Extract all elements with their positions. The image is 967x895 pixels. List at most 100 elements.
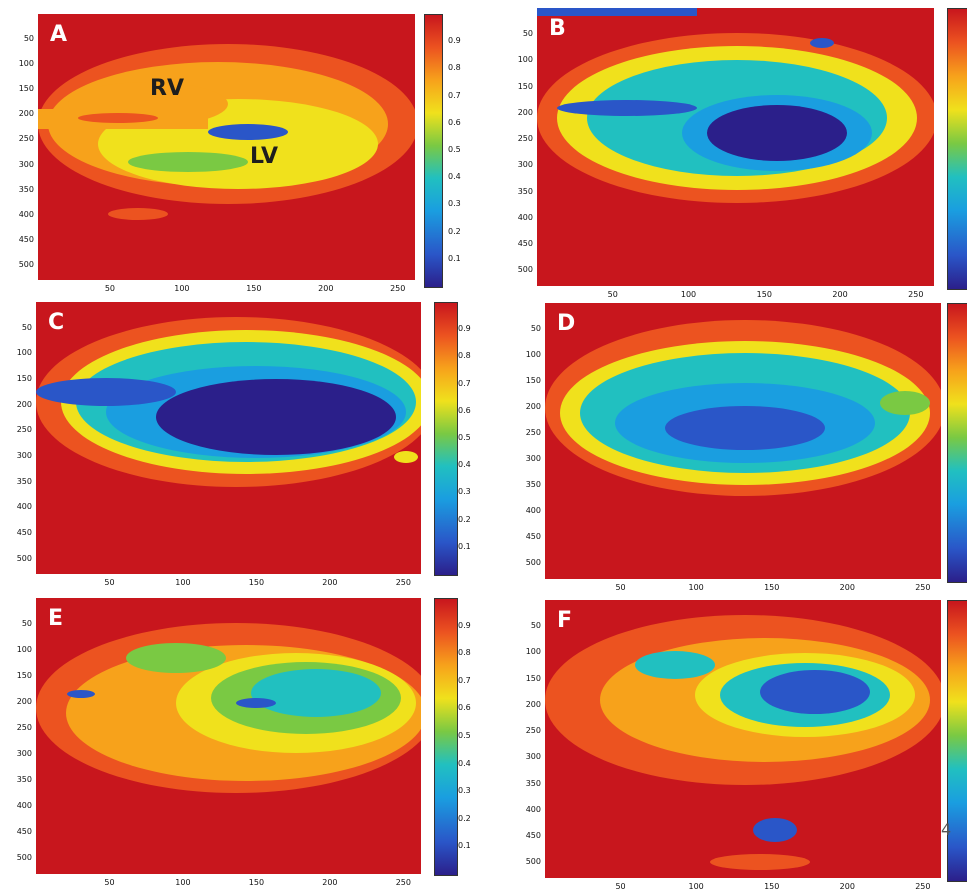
x-tick-label: 250 [915,882,931,891]
y-tick-label: 350 [525,480,541,490]
colorbar-b [947,8,967,290]
y-tick-label: 450 [16,827,32,837]
x-tick-label: 250 [395,878,411,887]
x-tick-label: 150 [764,882,780,891]
colorbar-e [434,598,458,876]
stray-label: 4 [941,820,952,839]
y-tick-label: 300 [525,454,541,464]
colorbar-tick-label: 0.5 [458,731,471,740]
y-tick-label: 50 [21,619,32,629]
colorbar-tick-label: 0.2 [458,514,471,524]
y-tick-label: 300 [525,752,541,762]
colorbar-tick-label: 0.5 [458,433,471,442]
x-tick-label: 50 [104,578,115,587]
y-tick-label: 250 [517,134,533,144]
y-tick-label: 100 [16,645,32,655]
y-tick-label: 250 [18,134,34,144]
x-tick-label: 250 [908,290,924,299]
y-tick-label: 400 [525,804,541,814]
colorbar-tick-label: 0.4 [458,758,471,768]
y-tick-label: 250 [525,726,541,736]
colorbar-tick-label: 0.1 [458,841,471,851]
y-tick-label: 200 [18,109,34,119]
x-tick-label: 100 [175,878,191,887]
y-tick-label: 400 [517,212,533,222]
y-tick-label: 150 [517,81,533,91]
y-tick-label: 450 [16,527,32,537]
y-tick-label: 350 [525,778,541,788]
x-tick-label: 150 [764,583,780,592]
y-tick-label: 100 [525,350,541,360]
heatmap-f [545,600,941,878]
colorbar-tick-label: 0.1 [458,541,471,551]
colorbar-tick-label: 0.9 [448,36,461,46]
panel-label-d: D [557,311,576,336]
y-tick-label: 50 [522,29,533,39]
colorbar-tick-label: 0.3 [458,786,471,796]
colorbar-tick-label: 0.5 [448,145,461,154]
x-tick-label: 200 [318,284,334,293]
y-tick-label: 150 [525,376,541,386]
x-tick-label: 50 [104,284,116,293]
y-tick-label: 200 [16,697,32,707]
colorbar-tick-label: 0.2 [458,813,471,823]
annotation-rv: RV [150,76,184,101]
colorbar-c [434,302,458,576]
x-tick-label: 100 [174,284,190,293]
colorbar-tick-label: 0.8 [458,648,471,658]
y-tick-label: 500 [517,265,533,275]
colorbar-tick-label: 0.7 [458,378,471,388]
x-tick-label: 200 [322,878,338,887]
y-tick-label: 350 [517,186,533,196]
colorbar-tick-label: 0.9 [458,620,471,630]
x-tick-label: 200 [839,882,855,891]
y-tick-label: 100 [525,647,541,657]
panel-label-a: A [50,22,68,47]
y-tick-label: 200 [525,402,541,412]
y-tick-label: 150 [525,673,541,683]
x-tick-label: 100 [688,882,704,891]
y-tick-label: 450 [18,234,34,244]
y-tick-label: 500 [525,558,541,568]
colorbar-d [947,303,967,583]
x-tick-label: 200 [322,578,338,587]
y-tick-label: 500 [18,259,34,269]
y-tick-label: 500 [525,857,541,867]
y-tick-label: 450 [525,831,541,841]
y-tick-label: 50 [530,621,541,631]
panel-label-f: F [557,608,573,633]
colorbar-tick-label: 0.1 [448,253,461,263]
y-tick-label: 300 [16,749,32,759]
y-tick-label: 450 [525,532,541,542]
y-tick-label: 300 [18,159,34,169]
colorbar-tick-label: 0.8 [458,351,471,361]
y-tick-label: 150 [16,671,32,681]
x-tick-label: 50 [615,882,626,891]
y-tick-label: 350 [16,775,32,785]
y-tick-label: 200 [16,399,32,409]
colorbar-tick-label: 0.3 [458,487,471,497]
x-tick-label: 100 [688,583,704,592]
colorbar-tick-label: 0.6 [458,703,471,713]
y-tick-label: 250 [16,425,32,435]
x-tick-label: 250 [915,583,931,592]
y-tick-label: 100 [517,55,533,65]
y-tick-label: 150 [16,373,32,383]
y-tick-label: 50 [530,324,541,334]
x-tick-label: 150 [246,284,262,293]
y-tick-label: 450 [517,239,533,249]
colorbar-tick-label: 0.4 [458,460,471,470]
panel-label-e: E [48,606,64,631]
x-tick-label: 150 [248,578,265,587]
heatmap-e [36,598,421,874]
x-tick-label: 150 [248,878,265,887]
colorbar-tick-label: 0.3 [448,199,461,209]
heatmap-c [36,302,421,574]
colorbar-tick-label: 0.7 [458,675,471,685]
annotation-lv: LV [250,144,279,169]
x-tick-label: 200 [839,583,855,592]
x-tick-label: 100 [175,578,191,587]
colorbar-tick-label: 0.6 [458,405,471,415]
colorbar-f [947,600,967,882]
y-tick-label: 250 [16,723,32,733]
